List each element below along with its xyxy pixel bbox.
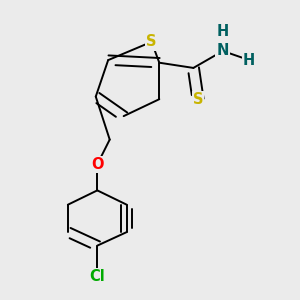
Text: H: H: [217, 24, 229, 39]
Text: H: H: [243, 52, 255, 68]
Text: S: S: [146, 34, 157, 50]
Text: O: O: [91, 157, 104, 172]
Text: N: N: [217, 44, 229, 59]
Text: Cl: Cl: [89, 269, 105, 284]
Text: S: S: [193, 92, 203, 107]
